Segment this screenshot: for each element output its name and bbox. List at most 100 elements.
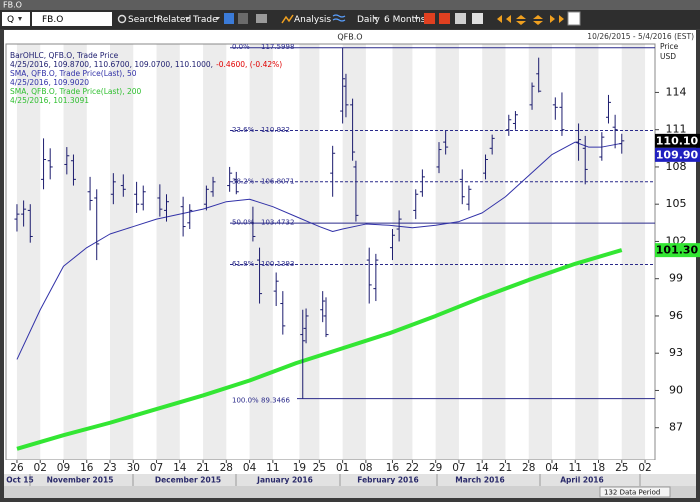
x-tick-label: 04 <box>243 462 257 474</box>
legend-last: 4/25/2016, 109.9020 <box>10 78 89 87</box>
icon[interactable] <box>472 13 483 24</box>
fib-value: 89.3466 <box>261 397 290 405</box>
icon[interactable] <box>224 13 234 24</box>
x-tick-label: 02 <box>638 462 651 474</box>
status-bar <box>4 486 696 498</box>
week-band <box>621 44 646 460</box>
y-tick-label: 96 <box>669 309 683 322</box>
icon[interactable] <box>439 13 450 24</box>
x-tick-label: 30 <box>127 462 140 474</box>
symbol-type-box[interactable] <box>2 12 30 26</box>
month-label: December 2015 <box>155 476 221 485</box>
symbol-input[interactable] <box>32 12 112 26</box>
dropdown-arrow <box>215 17 220 20</box>
week-band <box>342 44 366 460</box>
x-tick-label: 11 <box>266 462 279 474</box>
y-tick-label: 90 <box>669 383 683 396</box>
icon[interactable] <box>497 15 511 23</box>
title-strip <box>0 0 700 10</box>
week-band <box>156 44 180 460</box>
week-band <box>482 44 506 460</box>
week-band <box>203 44 227 460</box>
icon[interactable] <box>516 15 526 25</box>
analysis-menu[interactable]: Analysis <box>294 15 331 25</box>
dropdown-arrow <box>185 17 190 20</box>
x-tick-label: 18 <box>592 462 605 474</box>
trade-menu[interactable]: Trade <box>192 15 218 25</box>
search-button[interactable]: Search <box>128 15 159 25</box>
y-tick-label: 105 <box>666 197 687 210</box>
icon[interactable] <box>332 14 346 22</box>
dropdown-arrow <box>414 17 419 20</box>
fib-value: 106.8071 <box>261 177 294 185</box>
icon[interactable] <box>238 13 248 24</box>
month-row <box>4 474 696 486</box>
month-label: Oct 15 <box>6 476 33 485</box>
price-box <box>655 133 700 148</box>
x-tick-label: 28 <box>522 462 535 474</box>
x-tick-label: 28 <box>220 462 233 474</box>
x-tick-label: 16 <box>80 462 94 474</box>
week-band <box>435 44 459 460</box>
interval-menu[interactable]: Daily <box>357 15 380 25</box>
x-tick-label: 02 <box>34 462 47 474</box>
week-band <box>528 44 552 460</box>
fib-value: 100.1393 <box>261 260 294 268</box>
x-tick-label: 22 <box>406 462 419 474</box>
related-menu[interactable]: Related <box>157 15 191 25</box>
x-tick-label: 19 <box>293 462 306 474</box>
icon[interactable] <box>567 11 581 26</box>
price-box <box>655 243 700 258</box>
legend-line: BarOHLC, QFB.O, Trade Price <box>10 51 119 60</box>
y-axis-label: USD <box>660 52 676 61</box>
x-tick-label: 08 <box>359 462 372 474</box>
legend-entry: SMA, QFB.O, Trade Price(Last), 50 <box>10 69 137 78</box>
period-menu[interactable]: 6 Months <box>384 15 426 25</box>
week-band <box>16 44 41 460</box>
icon[interactable] <box>256 14 267 23</box>
icon[interactable] <box>455 13 466 24</box>
x-tick-label: 26 <box>10 462 24 474</box>
sma-line <box>16 248 623 451</box>
y-tick-label: 87 <box>669 421 683 434</box>
fib-value: 103.4732 <box>261 219 294 227</box>
fib-value: 117.5998 <box>261 43 294 51</box>
month-label: November 2015 <box>47 476 114 485</box>
legend-entry: SMA, QFB.O, Trade Price(Last), 200 <box>10 87 142 96</box>
x-tick-label: 23 <box>103 462 116 474</box>
icon[interactable] <box>424 13 435 24</box>
week-band <box>63 44 87 460</box>
x-tick-label: 07 <box>150 462 163 474</box>
price-box <box>655 147 700 162</box>
sma-line <box>16 141 622 360</box>
x-tick-label: 21 <box>499 462 512 474</box>
month-label: April 2016 <box>560 476 604 485</box>
y-axis-label: Price <box>660 42 679 51</box>
period-box <box>599 486 671 498</box>
x-tick-label: 07 <box>452 462 465 474</box>
week-band <box>392 44 413 460</box>
y-tick-label: 108 <box>666 160 687 173</box>
y-tick-label: 99 <box>669 272 683 285</box>
symbol-prefix: Q <box>7 15 14 25</box>
window-title: FB.O <box>3 1 22 10</box>
fib-label: 0.0% <box>232 43 250 51</box>
legend-change: -0.4600, (-0.42%) <box>216 60 282 69</box>
analysis-icon <box>281 14 294 24</box>
x-tick-label: 04 <box>545 462 559 474</box>
x-tick-label: 14 <box>173 462 187 474</box>
y-tick-label: 111 <box>666 123 687 136</box>
dropdown-arrow <box>373 17 378 20</box>
week-band <box>110 44 134 460</box>
plot-area: 0.0% 117.5998 23.6% 110.932 38.2% 106.8071 50.… <box>5 43 656 461</box>
icon[interactable] <box>550 15 564 23</box>
month-label: March 2016 <box>455 476 505 485</box>
chart-title: QFB.O <box>337 33 362 42</box>
legend-line: 4/25/2016, 109.8700, 110.6700, 109.0700,… <box>10 60 282 69</box>
fib-label: 38.2% <box>232 177 255 185</box>
y-tick-label: 114 <box>666 85 687 98</box>
x-tick-label: 29 <box>429 462 442 474</box>
icon[interactable] <box>533 15 543 25</box>
